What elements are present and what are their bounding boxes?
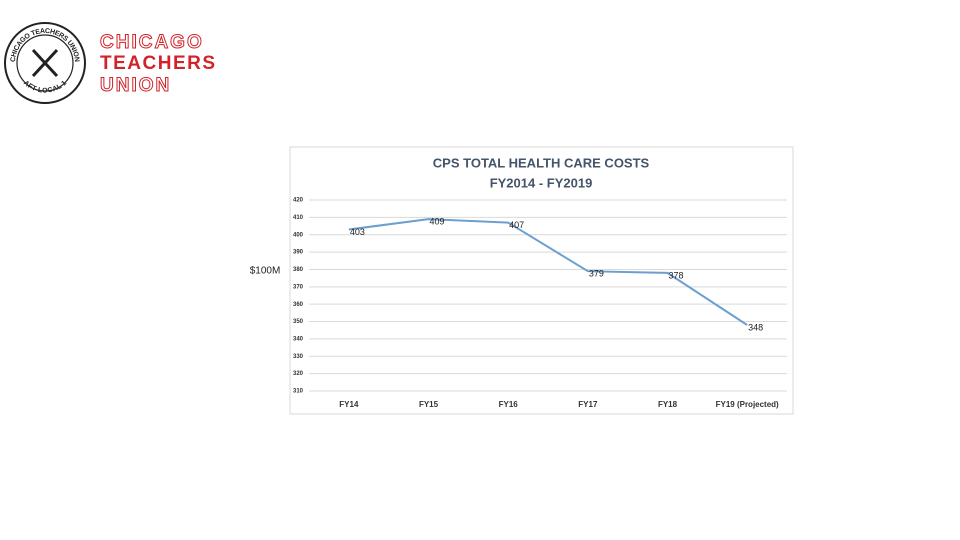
logo: CHICAGO TEACHERS UNION AFT LOCAL 1 CHICA… (4, 22, 217, 104)
x-tick-label: FY14 (339, 400, 359, 409)
logo-line: CHICAGO (100, 32, 204, 53)
data-label: 403 (350, 227, 365, 237)
seal-emblem (31, 48, 59, 78)
y-tick-label: 370 (293, 284, 304, 290)
logo-line: UNION (100, 75, 171, 96)
seal-text: CHICAGO TEACHERS UNION (10, 28, 80, 63)
x-tick-label: FY16 (499, 400, 519, 409)
y-tick-label: 360 (293, 302, 304, 308)
y-tick-label: 400 (293, 232, 304, 238)
seal-bottom-text: AFT LOCAL 1 (22, 79, 68, 94)
y-tick-label: 330 (293, 354, 304, 360)
data-label: 379 (589, 269, 604, 279)
x-tick-label: FY19 (Projected) (716, 400, 779, 409)
data-label: 378 (669, 270, 684, 280)
y-tick-label: 340 (293, 336, 304, 342)
x-tick-label: FY18 (658, 400, 678, 409)
x-tick-label: FY15 (419, 400, 439, 409)
chart-frame (289, 146, 794, 415)
chart-title: FY2014 - FY2019 (490, 175, 593, 190)
y-tick-label: 320 (293, 371, 304, 377)
logo-line: TEACHERS (100, 53, 217, 74)
data-line (348, 218, 748, 326)
chart-title: CPS TOTAL HEALTH CARE COSTS (433, 155, 650, 170)
y-tick-label: 410 (293, 215, 304, 221)
seal-top-text: CHICAGO TEACHERS UNION (10, 28, 80, 63)
seal-inner (16, 34, 74, 92)
data-label: 348 (748, 322, 763, 332)
y-tick-label: 390 (293, 250, 304, 256)
y-tick-label: 350 (293, 319, 304, 325)
x-tick-label: FY17 (578, 400, 598, 409)
seal-outer (4, 22, 86, 104)
y-tick-label: 310 (293, 389, 304, 395)
data-label: 409 (430, 216, 445, 226)
data-label: 407 (509, 220, 524, 230)
y-tick-label: 380 (293, 267, 304, 273)
y-axis-label: $100M (250, 266, 281, 277)
y-tick-label: 420 (293, 198, 304, 204)
seal-text: AFT LOCAL 1 (22, 79, 68, 94)
